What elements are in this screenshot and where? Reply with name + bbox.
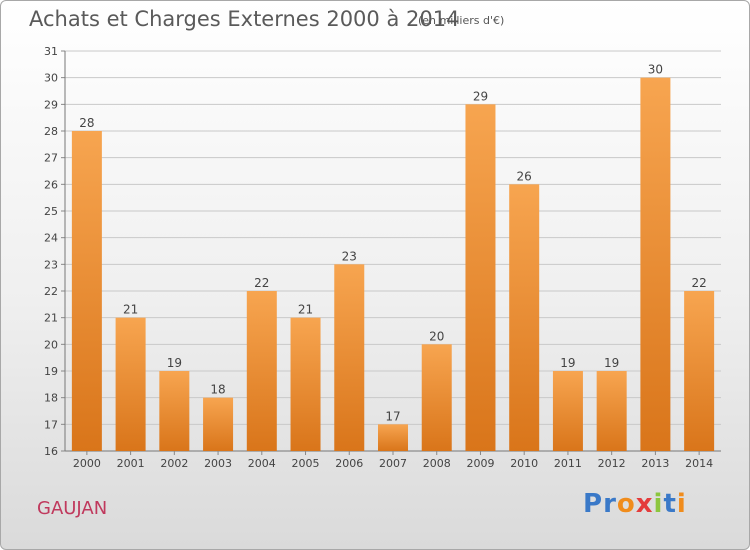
y-tick-labels: 16 17 18 19 20 21 22 23 24 25 26 27 28 29 30 31 [44, 45, 58, 458]
y-tick-label: 21 [44, 312, 58, 325]
logo-letter: i [653, 489, 664, 519]
y-tick-label: 30 [44, 72, 58, 85]
bar-2000 [71, 131, 102, 451]
x-tick-label-2000: 2000 [73, 457, 101, 470]
data-label-2006: 23 [342, 249, 357, 263]
data-label-2014: 22 [691, 276, 706, 290]
y-tick-label: 16 [44, 445, 58, 458]
y-tick-label: 29 [44, 98, 58, 111]
y-tick-label: 22 [44, 285, 58, 298]
y-tick-label: 23 [44, 258, 58, 271]
y-tick-label: 27 [44, 152, 58, 165]
x-tick-label-2012: 2012 [598, 457, 626, 470]
bar-2005 [290, 317, 321, 451]
logo-letter: r [603, 489, 617, 519]
y-tick-label: 25 [44, 205, 58, 218]
x-tick-label-2003: 2003 [204, 457, 232, 470]
bar-2002 [159, 371, 190, 451]
data-label-2009: 29 [473, 89, 488, 103]
bar-2013 [640, 77, 671, 452]
data-label-2013: 30 [648, 63, 663, 77]
bar-2007 [378, 424, 408, 451]
logo-letter: t [663, 489, 677, 519]
data-label-2011: 19 [560, 356, 575, 370]
bar-2011 [552, 371, 583, 451]
x-tick-label-2001: 2001 [117, 457, 145, 470]
data-label-2005: 21 [298, 303, 313, 317]
data-label-2004: 22 [254, 276, 269, 290]
x-tick-label-2007: 2007 [379, 457, 407, 470]
x-tick-label-2009: 2009 [466, 457, 494, 470]
data-label-2010: 26 [517, 169, 532, 183]
bar-2014 [684, 291, 715, 451]
bar-2004 [246, 291, 277, 451]
x-tick-label-2004: 2004 [248, 457, 276, 470]
data-label-2001: 21 [123, 303, 138, 317]
proxiti-logo: Proxiti [583, 489, 687, 519]
data-label-2007: 17 [385, 409, 400, 423]
y-tick-label: 19 [44, 365, 58, 378]
data-label-2003: 18 [210, 383, 225, 397]
logo-letter: o [616, 489, 636, 519]
y-tick-label: 26 [44, 178, 58, 191]
x-tick-label-2013: 2013 [641, 457, 669, 470]
x-tick-label-2008: 2008 [423, 457, 451, 470]
x-tick-label-2011: 2011 [554, 457, 582, 470]
bar-2010 [509, 184, 540, 452]
bar-2006 [334, 264, 365, 451]
chart-subtitle: (en milliers d'€) [418, 14, 505, 27]
x-tick-label-2014: 2014 [685, 457, 713, 470]
x-tick-label-2006: 2006 [335, 457, 363, 470]
x-tick-labels: 2000 2001 2002 2003 2004 2005 2006 2007 2008 2009… [73, 451, 713, 470]
y-tick-label: 28 [44, 125, 58, 138]
y-tick-label: 17 [44, 418, 58, 431]
x-tick-label-2005: 2005 [292, 457, 320, 470]
data-label-2012: 19 [604, 356, 619, 370]
bar-2003 [203, 397, 234, 451]
logo-letter: P [583, 489, 604, 519]
bar-2012 [596, 371, 627, 451]
data-labels: 28 21 19 18 22 21 23 17 20 29 26 19 19 30 22 [79, 63, 707, 424]
bar-2001 [115, 317, 146, 451]
data-label-2008: 20 [429, 329, 444, 343]
x-tick-label-2002: 2002 [160, 457, 188, 470]
x-tick-label-2010: 2010 [510, 457, 538, 470]
logo-letter: i [676, 489, 687, 519]
place-name: GAUJAN [37, 498, 108, 519]
data-label-2002: 19 [167, 356, 182, 370]
y-tick-label: 31 [44, 45, 58, 58]
bars [71, 77, 715, 452]
y-tick-label: 24 [44, 232, 58, 245]
bar-2008 [421, 344, 452, 451]
y-tick-label: 20 [44, 338, 58, 351]
bar-2009 [465, 104, 496, 451]
y-tick-label: 18 [44, 392, 58, 405]
chart-title: Achats et Charges Externes 2000 à 2014 [29, 7, 460, 31]
logo-letter: x [635, 489, 654, 519]
data-label-2000: 28 [79, 116, 94, 130]
